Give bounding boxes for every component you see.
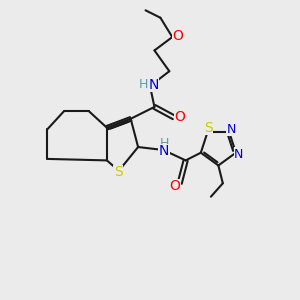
Text: H: H (159, 137, 169, 150)
Text: H: H (139, 78, 148, 91)
Text: O: O (169, 179, 180, 193)
Text: S: S (204, 121, 212, 135)
Text: O: O (174, 110, 185, 124)
Text: N: N (227, 123, 236, 136)
Text: N: N (234, 148, 244, 161)
Text: S: S (114, 165, 123, 179)
Text: N: N (159, 145, 169, 158)
Text: O: O (172, 28, 183, 43)
Text: N: N (148, 78, 159, 92)
